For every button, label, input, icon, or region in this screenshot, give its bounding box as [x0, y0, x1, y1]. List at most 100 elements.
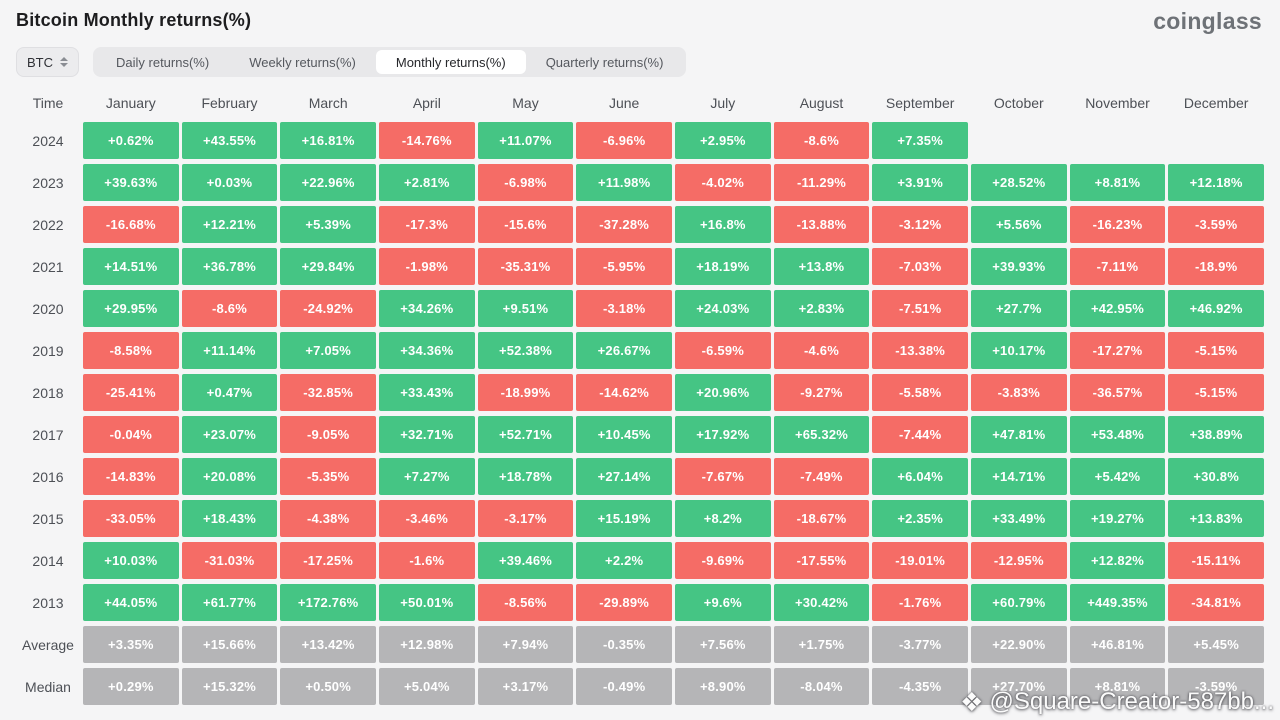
return-cell-2016-october: +14.71% — [970, 458, 1067, 495]
return-cell-2021-january: +14.51% — [83, 248, 179, 285]
return-cell-2020-august: +2.83% — [773, 290, 870, 327]
return-cell-2016-may: +18.78% — [477, 458, 574, 495]
return-cell-2022-november: -16.23% — [1069, 206, 1166, 243]
return-cell-2013-march: +172.76% — [280, 584, 376, 621]
return-cell-2016-august: -7.49% — [773, 458, 870, 495]
tab-quarterly-returns[interactable]: Quarterly returns(%) — [545, 54, 664, 70]
return-cell-2014-june: +2.2% — [576, 542, 672, 579]
row-label-2019: 2019 — [32, 342, 64, 359]
return-cell-2024-march: +16.81% — [280, 122, 376, 159]
return-cell-2015-december: +13.83% — [1168, 500, 1264, 537]
return-cell-2021-february: +36.78% — [181, 248, 278, 285]
return-cell-2018-december: -5.15% — [1168, 374, 1264, 411]
return-cell-2017-november: +53.48% — [1069, 416, 1166, 453]
month-header-january: January — [105, 95, 156, 111]
return-cell-2021-november: -7.11% — [1069, 248, 1166, 285]
return-cell-2014-july: -9.69% — [674, 542, 771, 579]
return-cell-2020-june: -3.18% — [576, 290, 672, 327]
return-cell-2014-october: -12.95% — [970, 542, 1067, 579]
return-cell-2020-december: +46.92% — [1168, 290, 1264, 327]
return-cell-2023-september: +3.91% — [872, 164, 968, 201]
return-cell-average-march: +13.42% — [280, 626, 376, 663]
return-cell-2019-october: +10.17% — [970, 332, 1067, 369]
return-cell-median-january: +0.29% — [83, 668, 179, 705]
return-cell-2016-june: +27.14% — [576, 458, 672, 495]
return-cell-2014-january: +10.03% — [83, 542, 179, 579]
return-cell-2018-august: -9.27% — [773, 374, 870, 411]
return-cell-2024-april: -14.76% — [378, 122, 475, 159]
return-cell-2018-january: -25.41% — [83, 374, 179, 411]
return-cell-2022-march: +5.39% — [280, 206, 376, 243]
return-cell-2014-february: -31.03% — [181, 542, 278, 579]
return-cell-median-february: +15.32% — [181, 668, 278, 705]
return-cell-2019-november: -17.27% — [1069, 332, 1166, 369]
return-cell-2024-january: +0.62% — [83, 122, 179, 159]
return-cell-2016-march: -5.35% — [280, 458, 376, 495]
return-cell-2015-november: +19.27% — [1069, 500, 1166, 537]
return-cell-2022-july: +16.8% — [674, 206, 771, 243]
return-cell-2020-march: -24.92% — [280, 290, 376, 327]
return-cell-2017-april: +32.71% — [378, 416, 475, 453]
return-cell-2016-february: +20.08% — [181, 458, 278, 495]
row-label-2017: 2017 — [32, 426, 64, 443]
return-cell-2024-july: +2.95% — [674, 122, 771, 159]
row-label-2015: 2015 — [32, 510, 64, 527]
return-cell-2014-november: +12.82% — [1069, 542, 1166, 579]
row-label-2020: 2020 — [32, 300, 64, 317]
return-cell-2016-january: -14.83% — [83, 458, 179, 495]
return-cell-2019-july: -6.59% — [674, 332, 771, 369]
return-cell-2017-july: +17.92% — [674, 416, 771, 453]
return-cell-2013-april: +50.01% — [378, 584, 475, 621]
return-cell-2013-january: +44.05% — [83, 584, 179, 621]
return-cell-2020-january: +29.95% — [83, 290, 179, 327]
return-cell-2019-august: -4.6% — [773, 332, 870, 369]
return-cell-2023-july: -4.02% — [674, 164, 771, 201]
return-cell-2023-january: +39.63% — [83, 164, 179, 201]
tab-daily-returns[interactable]: Daily returns(%) — [116, 54, 210, 70]
return-cell-2017-june: +10.45% — [576, 416, 672, 453]
return-cell-2018-september: -5.58% — [872, 374, 968, 411]
return-cell-2015-may: -3.17% — [477, 500, 574, 537]
returns-tabs: Daily returns(%) Weekly returns(%) Monthly… — [93, 47, 687, 77]
return-cell-2014-may: +39.46% — [477, 542, 574, 579]
return-cell-average-june: -0.35% — [576, 626, 672, 663]
return-cell-2015-march: -4.38% — [280, 500, 376, 537]
return-cell-2022-april: -17.3% — [378, 206, 475, 243]
return-cell-2015-june: +15.19% — [576, 500, 672, 537]
return-cell-average-july: +7.56% — [674, 626, 771, 663]
return-cell-2023-june: +11.98% — [576, 164, 672, 201]
page-header: Bitcoin Monthly returns(%) coinglass — [0, 0, 1280, 33]
tab-weekly-returns[interactable]: Weekly returns(%) — [249, 54, 356, 70]
return-cell-median-may: +3.17% — [477, 668, 574, 705]
return-cell-2017-september: -7.44% — [872, 416, 968, 453]
return-cell-2013-may: -8.56% — [477, 584, 574, 621]
return-cell-2015-february: +18.43% — [181, 500, 278, 537]
return-cell-2018-october: -3.83% — [970, 374, 1067, 411]
return-cell-2016-november: +5.42% — [1069, 458, 1166, 495]
return-cell-2023-march: +22.96% — [280, 164, 376, 201]
return-cell-2020-september: -7.51% — [872, 290, 968, 327]
page-title: Bitcoin Monthly returns(%) — [16, 10, 252, 30]
return-cell-median-march: +0.50% — [280, 668, 376, 705]
row-label-average: Average — [22, 636, 74, 653]
empty-cell — [1168, 122, 1264, 159]
return-cell-2021-april: -1.98% — [378, 248, 475, 285]
return-cell-2017-october: +47.81% — [970, 416, 1067, 453]
return-cell-median-june: -0.49% — [576, 668, 672, 705]
chevron-up-down-icon — [60, 57, 68, 67]
tab-monthly-returns[interactable]: Monthly returns(%) — [375, 50, 526, 74]
return-cell-2020-february: -8.6% — [181, 290, 278, 327]
return-cell-2021-july: +18.19% — [674, 248, 771, 285]
row-label-2022: 2022 — [32, 216, 64, 233]
row-label-2023: 2023 — [32, 174, 64, 191]
coin-selector[interactable]: BTC — [16, 47, 79, 77]
toolbar: BTC Daily returns(%) Weekly returns(%) Mon… — [16, 47, 1264, 77]
return-cell-2022-october: +5.56% — [970, 206, 1067, 243]
return-cell-2024-august: -8.6% — [773, 122, 870, 159]
return-cell-average-september: -3.77% — [872, 626, 968, 663]
return-cell-2015-july: +8.2% — [674, 500, 771, 537]
month-header-october: October — [993, 95, 1044, 111]
return-cell-2023-august: -11.29% — [773, 164, 870, 201]
return-cell-2021-june: -5.95% — [576, 248, 672, 285]
return-cell-2017-may: +52.71% — [477, 416, 574, 453]
